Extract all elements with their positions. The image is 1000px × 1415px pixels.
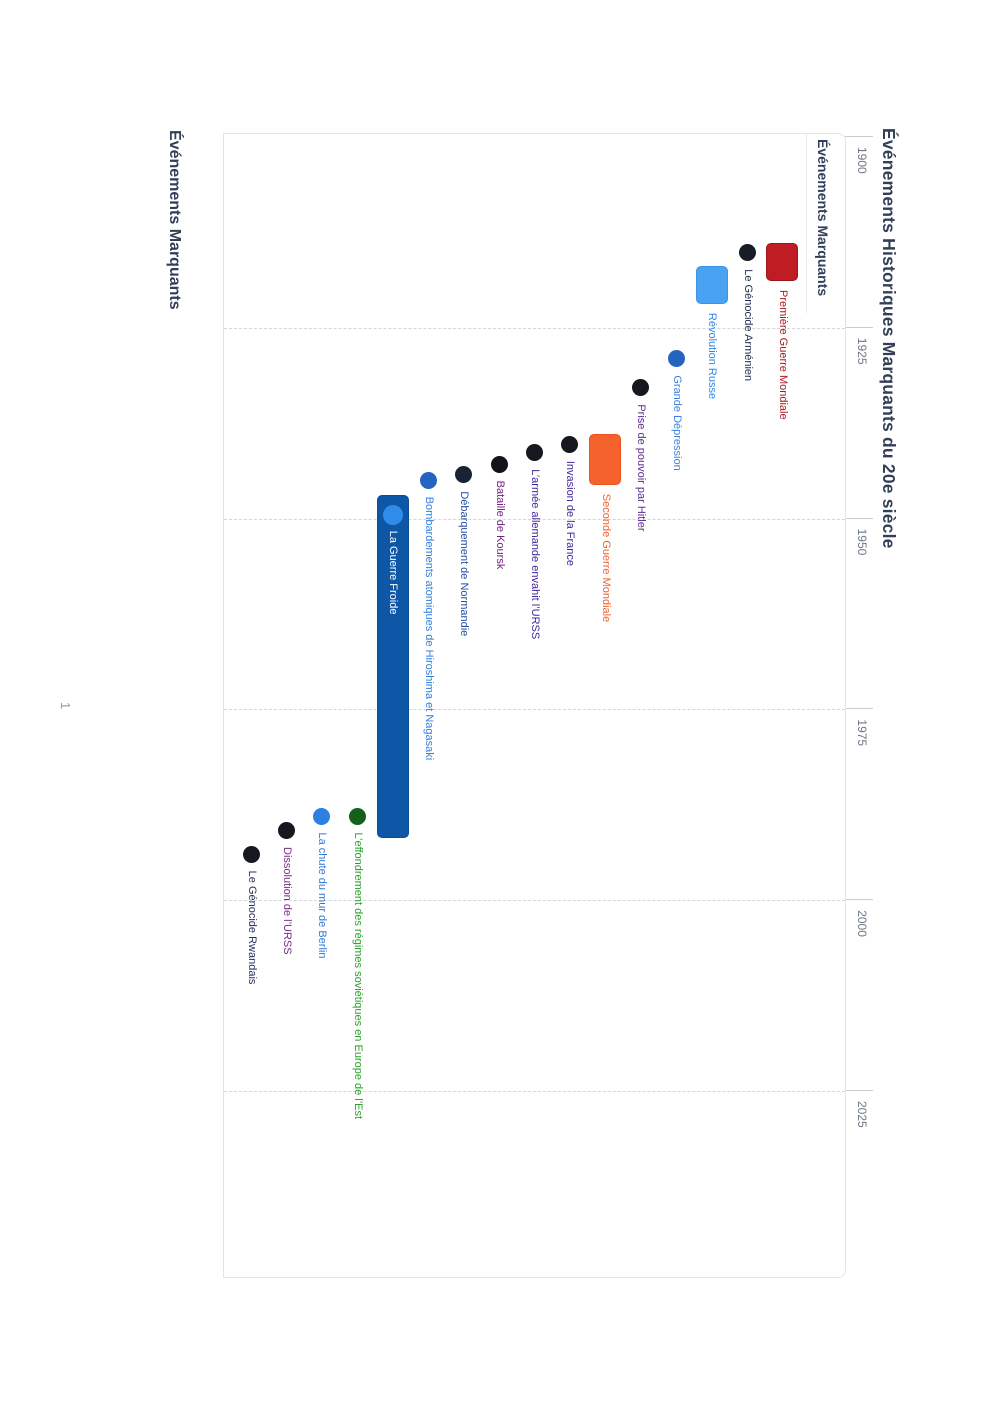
axis-tick: [845, 136, 873, 137]
event-label: Dissolution de l’URSS: [280, 847, 293, 955]
event-point-dot: [738, 244, 756, 262]
event-point-dot: [667, 350, 685, 368]
event-label: Seconde Guerre Mondiale: [599, 493, 612, 623]
legend-underline: [806, 133, 807, 313]
axis-tick-label: 1950: [855, 528, 869, 556]
event-point-dot: [419, 471, 437, 489]
axis-tick-label: 1925: [855, 337, 869, 365]
event-point-dot: [277, 822, 295, 839]
event-label: Invasion de la France: [564, 460, 577, 566]
event-label: Première Guerre Mondiale: [777, 290, 789, 420]
event-label: Prise de pouvoir par Hitler: [635, 404, 648, 532]
page-number: 1: [58, 702, 73, 710]
event-point-dot: [348, 807, 366, 825]
axis-tick-label: 1900: [855, 147, 869, 174]
axis-tick-label: 2000: [855, 910, 869, 937]
event-label: Débarquement de Normandie: [458, 491, 471, 637]
legend-title: Événements Marquants: [815, 139, 831, 297]
event-point-dot: [242, 845, 260, 863]
event-label: La chute du mur de Berlin: [316, 832, 329, 959]
axis-tick: [845, 708, 873, 710]
event-label: Bataille de Koursk: [493, 480, 506, 570]
event-label: Révolution Russe: [706, 312, 719, 400]
event-label: La Guerre Froide: [387, 530, 400, 615]
event-bar: [766, 242, 799, 281]
event-label: Le Génocide Arménien: [741, 269, 754, 382]
event-marker-dot: [382, 504, 403, 525]
axis-tick-label: 2025: [855, 1101, 869, 1128]
event-bar: [589, 433, 622, 485]
event-label: Le Génocide Rwandais: [245, 870, 258, 985]
axis-tick: [845, 1090, 873, 1091]
event-point-dot: [313, 807, 331, 825]
section-heading: Événements Marquants: [166, 130, 183, 310]
event-point-dot: [490, 455, 508, 473]
event-label: L’effondrement des régimes soviétiques e…: [351, 832, 364, 1120]
event-label: Bombardements atomiques de Hiroshima et …: [422, 496, 435, 761]
event-label: Grande Dépression: [670, 375, 683, 471]
event-label: L’armée allemande envahit l’URSS: [529, 469, 541, 640]
event-bar: [695, 265, 728, 304]
year-gridline: [224, 1091, 845, 1092]
axis-tick: [845, 517, 873, 519]
year-gridline: [224, 709, 845, 711]
axis-tick: [845, 899, 873, 901]
chart-title: Événements Historiques Marquants du 20e …: [879, 128, 899, 549]
axis-tick: [845, 326, 873, 328]
axis-tick-label: 1975: [855, 719, 869, 747]
